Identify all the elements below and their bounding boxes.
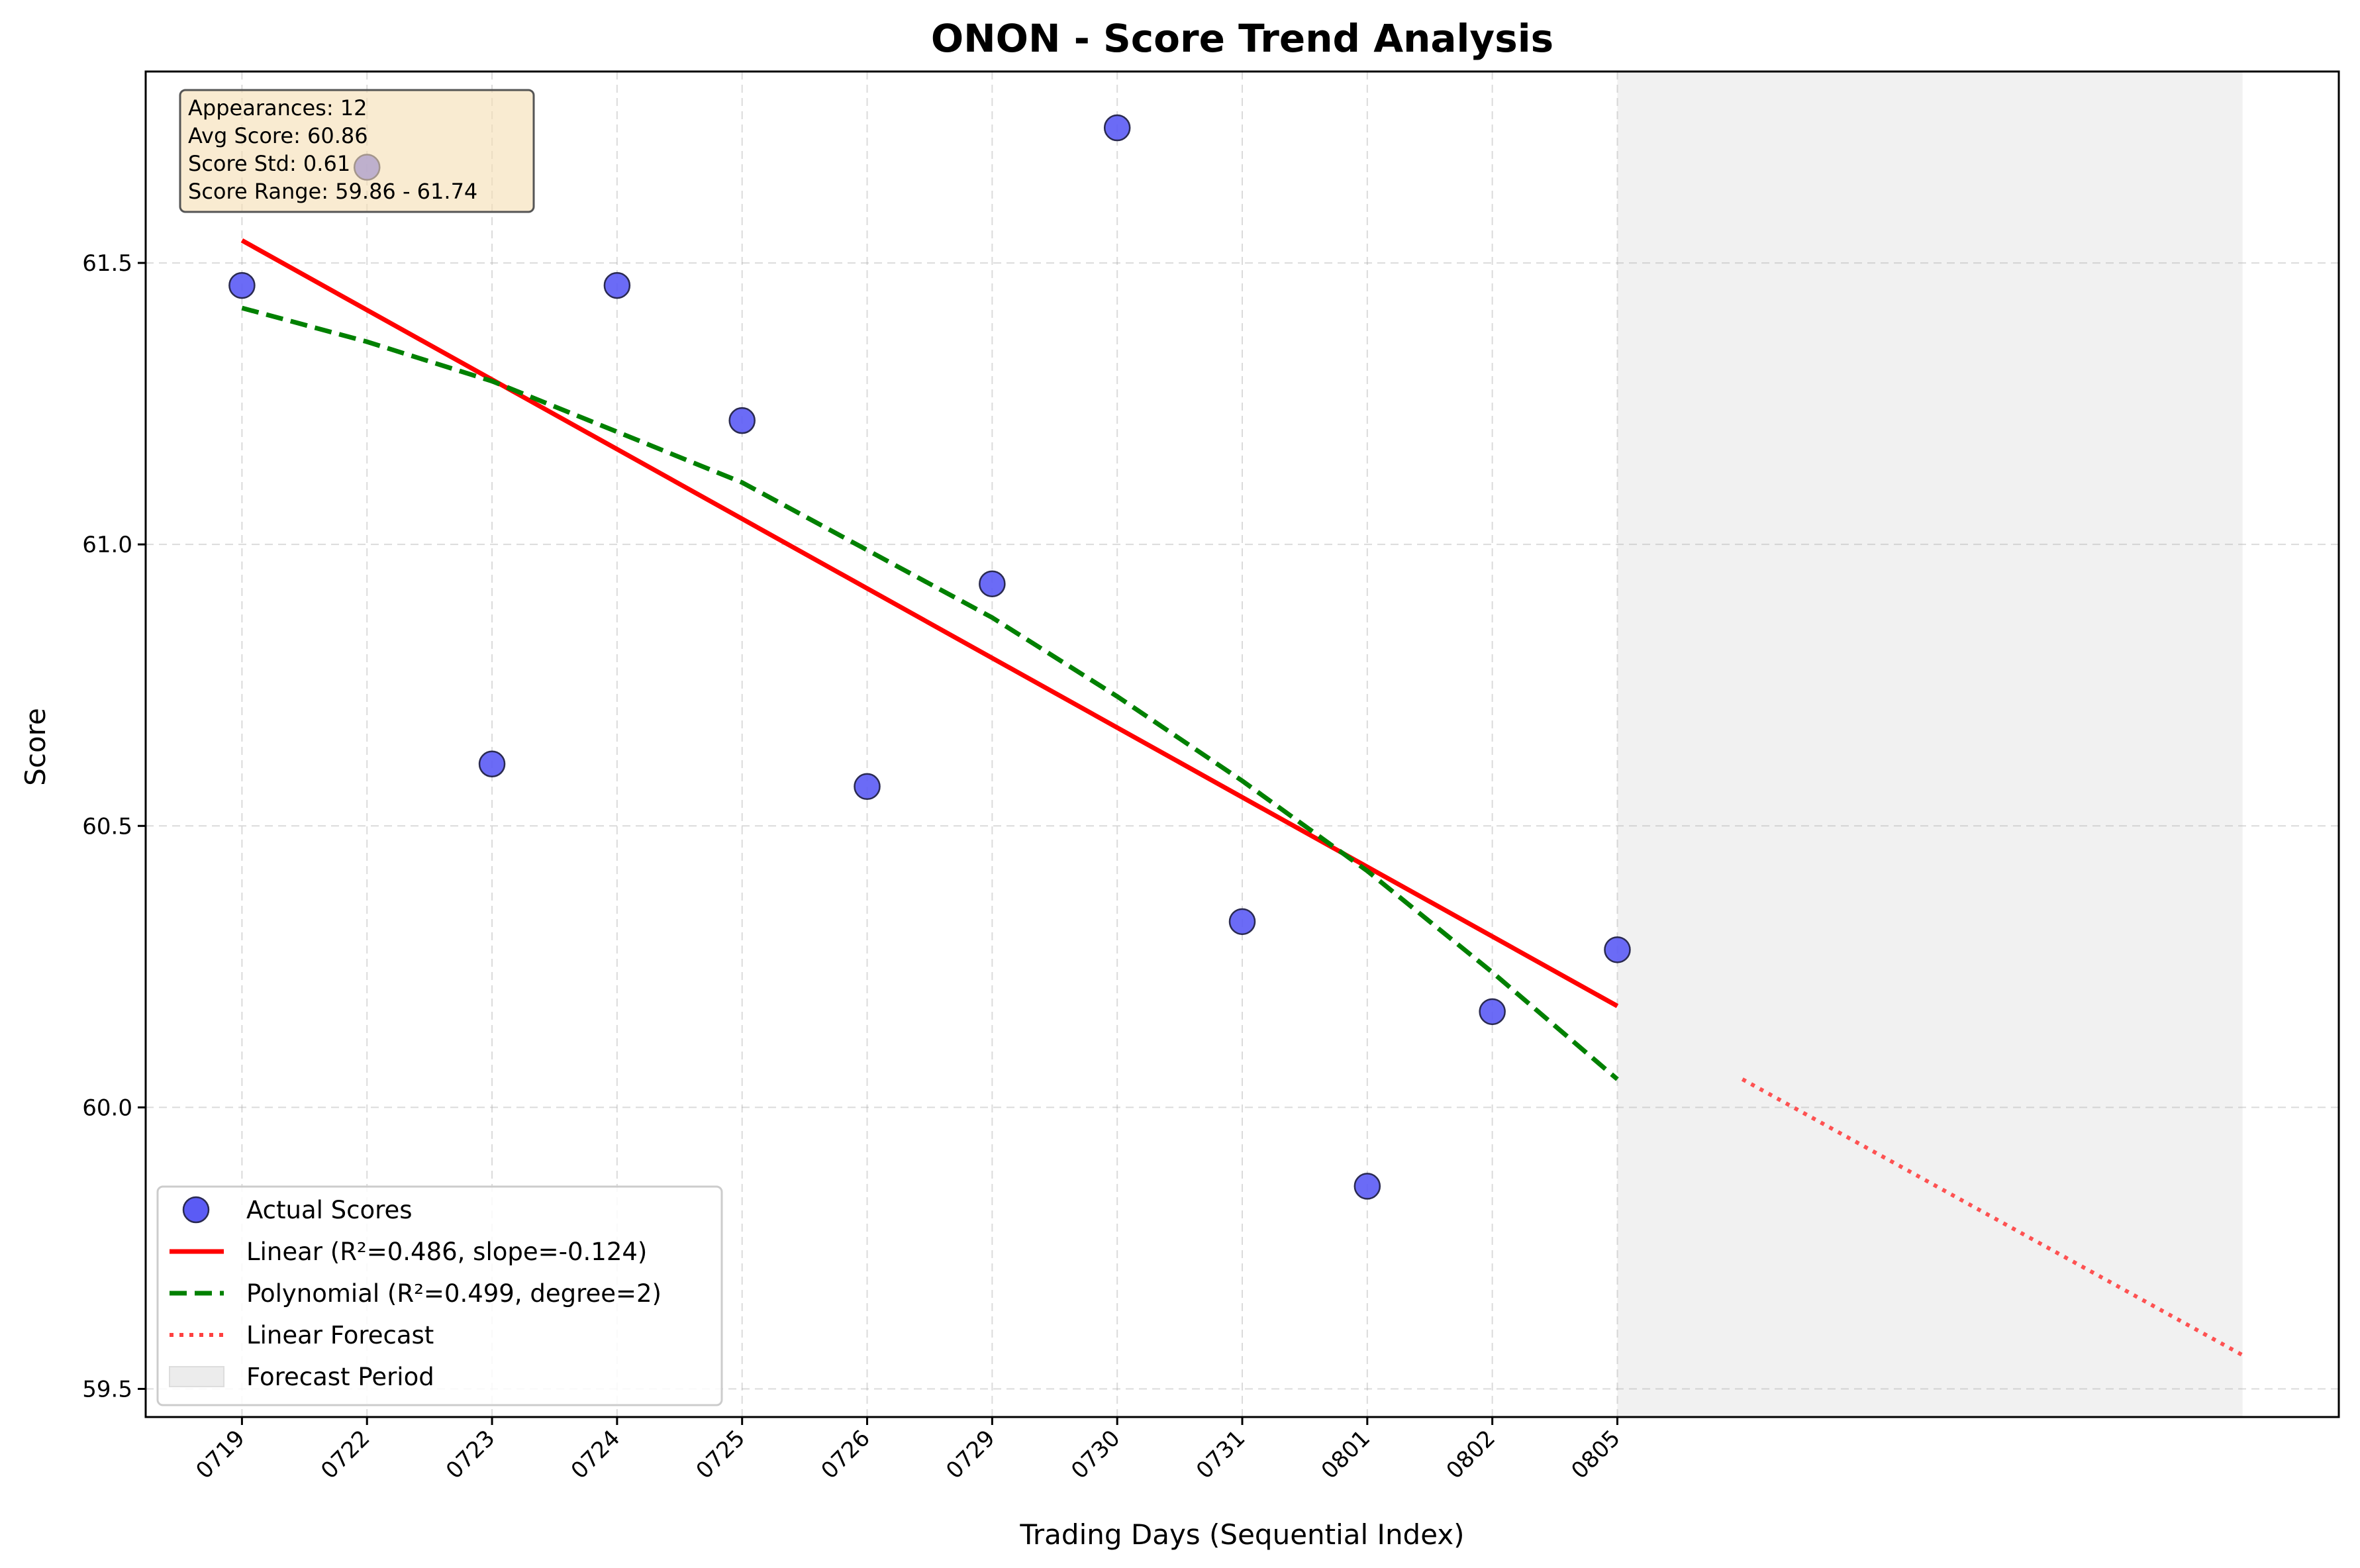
data-point	[1604, 936, 1631, 963]
data-point	[979, 570, 1006, 597]
legend-label-polynomial: Polynomial (R²=0.499, degree=2)	[246, 1279, 662, 1308]
data-point	[1353, 1173, 1381, 1200]
x-axis-label: Trading Days (Sequential Index)	[1019, 1518, 1464, 1551]
data-point	[228, 271, 256, 299]
stats-avg-score: Avg Score: 60.86	[188, 123, 368, 148]
y-axis-label: Score	[19, 708, 52, 786]
data-point	[728, 407, 756, 434]
legend-label-linear: Linear (R²=0.486, slope=-0.124)	[246, 1238, 647, 1266]
data-point	[603, 271, 631, 299]
forecast-region-layer	[1617, 72, 2243, 1417]
y-tick-label: 60.5	[82, 813, 132, 840]
chart-title: ONON - Score Trend Analysis	[931, 16, 1553, 61]
y-ticks-layer: 59.5 60.0 60.5 61.0 61.5	[82, 250, 146, 1402]
data-point	[854, 773, 881, 801]
legend-label-forecast-period: Forecast Period	[246, 1363, 434, 1391]
stats-score-std: Score Std: 0.61	[188, 151, 350, 176]
data-point	[1479, 998, 1506, 1026]
data-point	[478, 750, 506, 778]
series-line-1	[240, 238, 1619, 1008]
y-tick-label: 61.5	[82, 250, 132, 277]
lines-layer	[240, 238, 2244, 1357]
stats-score-range: Score Range: 59.86 - 61.74	[188, 179, 477, 204]
stats-appearances: Appearances: 12	[188, 95, 367, 121]
series-line-2	[241, 305, 1619, 1081]
data-point	[1103, 114, 1131, 142]
stats-box-background	[179, 89, 535, 213]
legend-frame	[156, 1185, 723, 1406]
legend-marker-actual-scores	[182, 1196, 210, 1224]
legend-label-linear-forecast: Linear Forecast	[246, 1321, 434, 1349]
legend-label-actual-scores: Actual Scores	[246, 1196, 413, 1224]
y-tick-label: 60.0	[82, 1095, 132, 1121]
data-point	[1228, 908, 1256, 936]
forecast-period-region	[1617, 72, 2243, 1417]
y-tick-label: 61.0	[82, 532, 132, 558]
y-tick-label: 59.5	[82, 1376, 132, 1402]
legend-marker-forecast-period	[169, 1366, 224, 1387]
legend: Actual Scores Linear (R²=0.486, slope=-0…	[156, 1185, 723, 1406]
stats-box: Appearances: 12 Avg Score: 60.86 Score S…	[179, 89, 535, 213]
